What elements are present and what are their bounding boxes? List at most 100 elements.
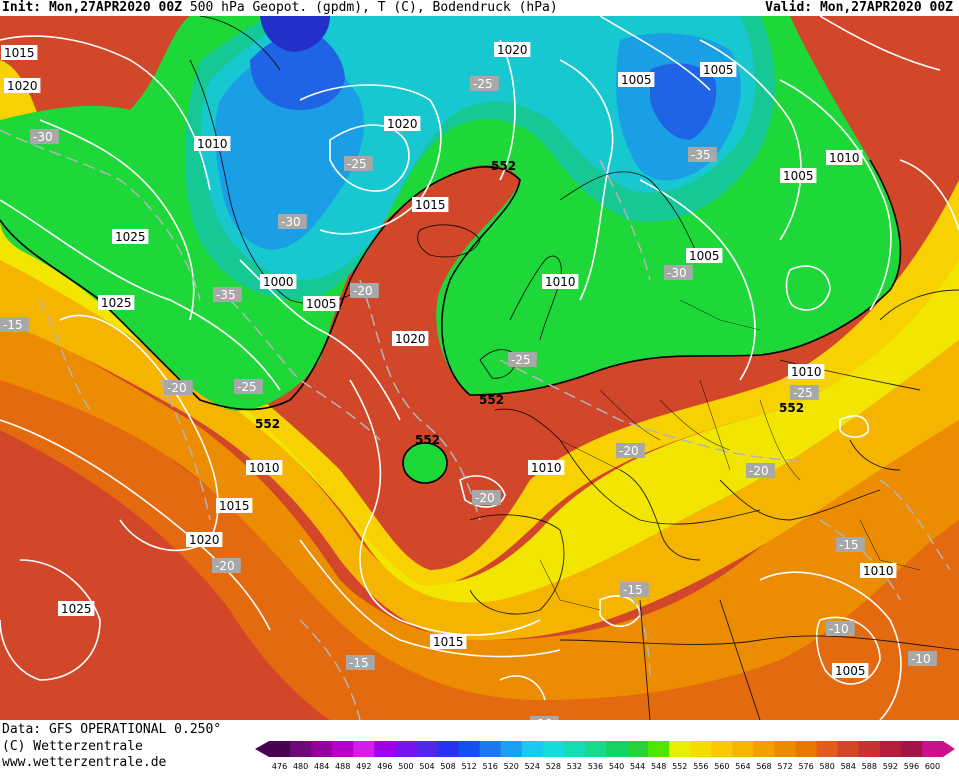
colorbar-tick-label: 484 (314, 762, 329, 771)
colorbar-swatch (669, 741, 691, 757)
pressure-label: 1010 (542, 274, 579, 289)
website-url: www.wetterzentrale.de (2, 755, 167, 770)
colorbar-tick-label: 516 (483, 762, 498, 771)
weather-map: 1020 1015 1020 1005 1005 1010 1020 1010 1005 1015… (0, 16, 959, 720)
colorbar-swatch (816, 741, 839, 757)
data-source: Data: GFS OPERATIONAL 0.250° (2, 722, 222, 737)
svg-text:1005: 1005 (703, 63, 734, 77)
temperature-label: -15 (620, 582, 649, 597)
svg-text:1020: 1020 (387, 117, 418, 131)
colorbar-swatch (332, 741, 354, 757)
colorbar-tick-label: 492 (356, 762, 371, 771)
svg-text:-20: -20 (475, 491, 495, 505)
temperature-label: -25 (234, 379, 263, 394)
pressure-label: 1015 (412, 197, 449, 212)
colorbar-tick-label: 488 (335, 762, 350, 771)
colorbar-tick-label: 548 (651, 762, 666, 771)
colorbar-swatch (269, 741, 291, 757)
isobars (0, 16, 959, 720)
colorbar-swatch (542, 741, 565, 757)
temperature-label: -30 (30, 129, 59, 144)
colorbar-swatch (900, 741, 923, 757)
svg-text:1015: 1015 (219, 499, 250, 513)
colorbar-swatch (753, 741, 775, 757)
colorbar-swatch (879, 741, 902, 757)
colorbar-tick-label: 504 (419, 762, 434, 771)
coastlines (189, 16, 959, 720)
colorbar-tick-label: 564 (735, 762, 750, 771)
contour-552-label: 552 (479, 393, 504, 407)
svg-text:-30: -30 (33, 130, 53, 144)
svg-text:1005: 1005 (621, 73, 652, 87)
svg-text:-25: -25 (511, 353, 531, 367)
init-label: Init: (2, 0, 42, 15)
pressure-label: 1020 (494, 42, 531, 57)
temperature-label: -25 (470, 76, 499, 91)
temperature-label: -35 (213, 287, 242, 302)
colorbar-swatch (606, 741, 628, 757)
svg-text:-10: -10 (533, 717, 553, 720)
colorbar-tick-label: 552 (672, 762, 687, 771)
svg-text:1025: 1025 (115, 230, 146, 244)
colorbar-swatch (374, 741, 396, 757)
svg-text:1000: 1000 (263, 275, 294, 289)
colorbar-tick-label: 476 (272, 762, 287, 771)
contour-552 (0, 159, 902, 411)
svg-text:-25: -25 (473, 77, 493, 91)
svg-text:-15: -15 (623, 583, 643, 597)
colorbar-tick-label: 524 (525, 762, 540, 771)
pressure-label: 1025 (112, 229, 149, 244)
svg-text:1010: 1010 (863, 564, 894, 578)
svg-text:-25: -25 (237, 380, 257, 394)
temperature-label: -15 (346, 655, 375, 670)
colorbar-swatch (416, 741, 438, 757)
svg-text:-20: -20 (749, 464, 769, 478)
svg-text:-15: -15 (3, 318, 23, 332)
temperature-label: -25 (790, 385, 819, 400)
svg-text:1025: 1025 (101, 296, 132, 310)
pressure-label: 1015 (430, 634, 467, 649)
colorbar-swatch (353, 741, 375, 757)
svg-text:-20: -20 (215, 559, 235, 573)
svg-text:-10: -10 (829, 622, 849, 636)
pressure-label: 1025 (98, 295, 135, 310)
svg-text:1020: 1020 (497, 43, 528, 57)
pressure-label: 1010 (860, 563, 897, 578)
colorbar-swatch (290, 741, 312, 757)
svg-text:552: 552 (255, 417, 280, 431)
svg-text:1010: 1010 (791, 365, 822, 379)
colorbar-tick-label: 600 (925, 762, 940, 771)
pressure-label: 1015 (216, 498, 253, 513)
svg-text:-30: -30 (281, 215, 301, 229)
svg-text:1020: 1020 (7, 79, 38, 93)
pressure-label: 1020 (392, 331, 429, 346)
colorbar-tick-label: 500 (398, 762, 413, 771)
temperature-label: -20 (164, 380, 193, 395)
colorbar-swatch (795, 741, 818, 757)
color-band-gold (0, 250, 959, 640)
pressure-label: 1010 (194, 136, 231, 151)
colorbar-tick-label: 560 (714, 762, 729, 771)
colorbar-swatch (732, 741, 754, 757)
svg-text:552: 552 (479, 393, 504, 407)
svg-text:-15: -15 (349, 656, 369, 670)
pressure-label: 1020 (4, 78, 41, 93)
pressure-label: 1005 (780, 168, 817, 183)
temperature-label: -20 (350, 283, 379, 298)
svg-text:552: 552 (415, 433, 440, 447)
colorbar-tick-label: 572 (777, 762, 792, 771)
svg-text:-20: -20 (167, 381, 187, 395)
map-title: 500 hPa Geopot. (gpdm), T (C), Bodendruc… (189, 0, 558, 15)
colorbar-swatch (311, 741, 333, 757)
colorbar-tick-label: 540 (609, 762, 624, 771)
map-footer: Data: GFS OPERATIONAL 0.250° (C) Wetterz… (0, 720, 959, 771)
colorbar-swatch (837, 741, 860, 757)
contour-552-label: 552 (415, 433, 440, 447)
colorbar-swatch (458, 741, 481, 757)
svg-text:1020: 1020 (395, 332, 426, 346)
pressure-label: 1020 (384, 116, 421, 131)
isotherms (0, 129, 951, 720)
temperature-label: -20 (472, 490, 501, 505)
closed-low-552 (402, 442, 448, 484)
temperature-label: -15 (836, 537, 865, 552)
